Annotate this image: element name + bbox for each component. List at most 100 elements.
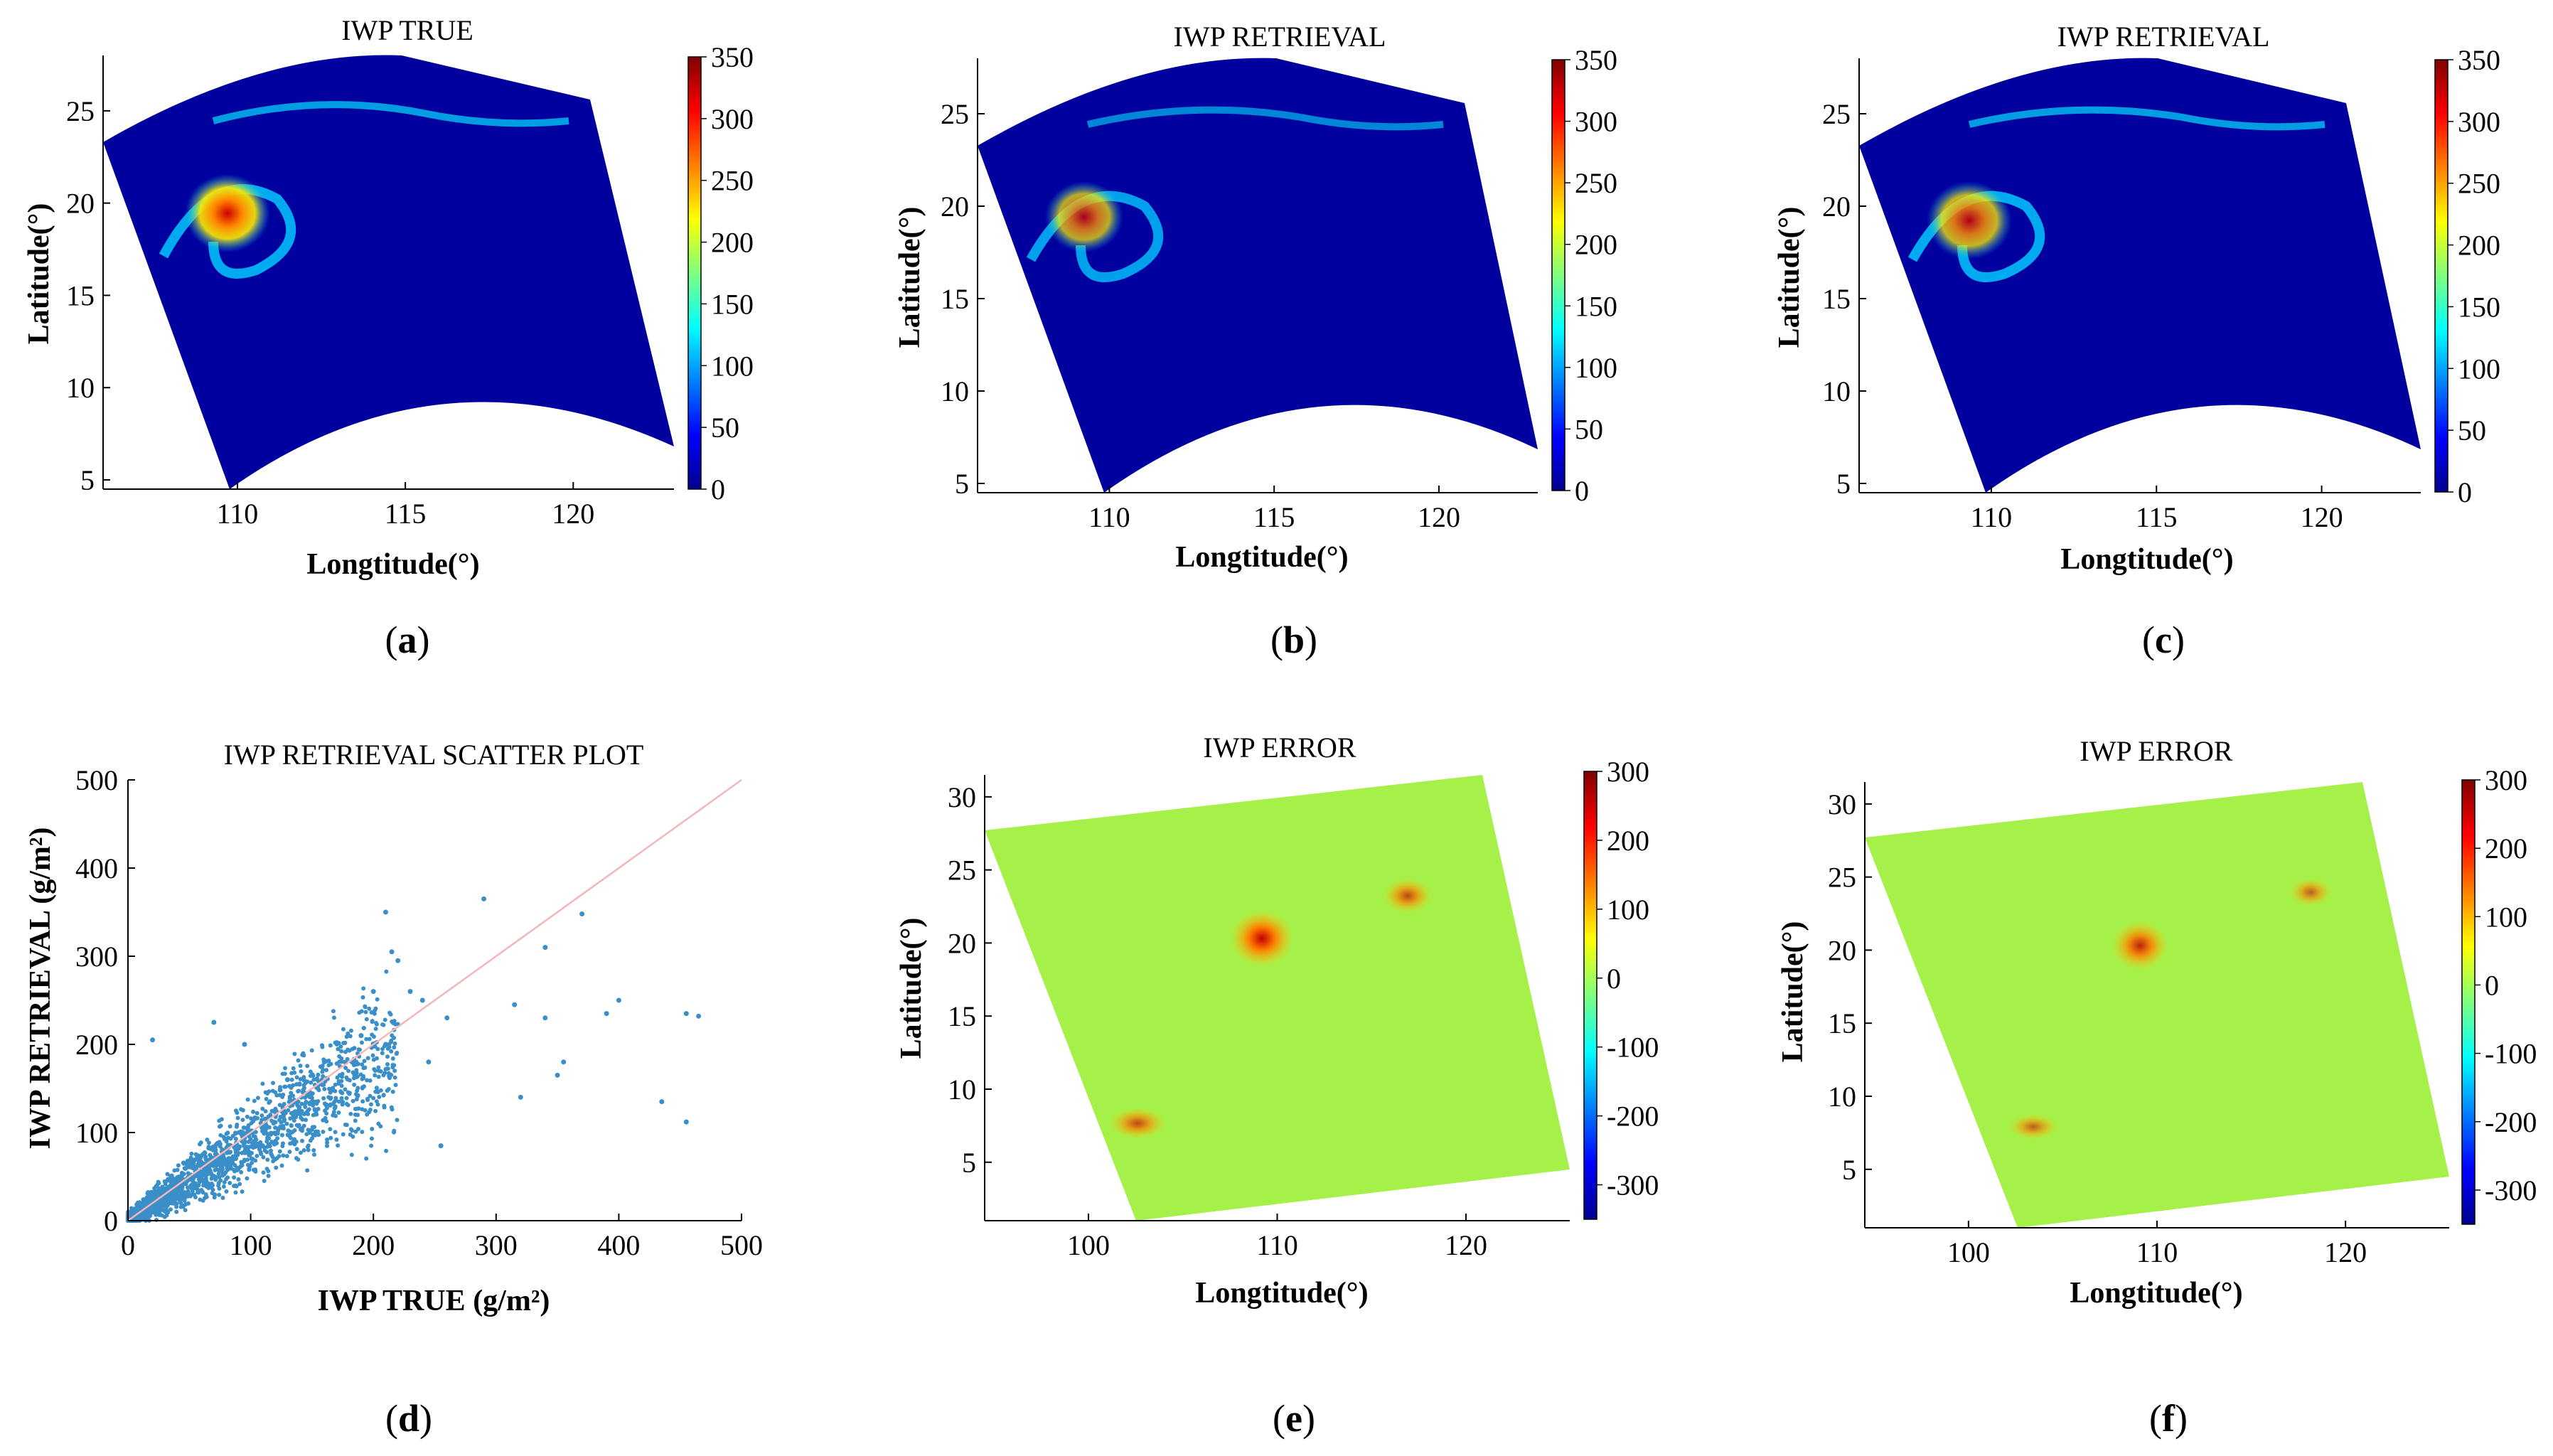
- scatter-point: [250, 1160, 255, 1165]
- panel-d-ytick-label: 300: [75, 941, 118, 973]
- panel-e-title: IWP ERROR: [1203, 732, 1356, 764]
- panel-e-ytick-label: 5: [962, 1147, 976, 1179]
- scatter-point: [579, 911, 585, 916]
- scatter-point: [242, 1042, 247, 1047]
- scatter-point: [311, 1074, 316, 1078]
- panel-b-north-band: [1086, 106, 1444, 131]
- scatter-point: [141, 1200, 146, 1205]
- scatter-point: [363, 1004, 368, 1009]
- scatter-point: [156, 1192, 161, 1197]
- scatter-point: [387, 1074, 392, 1078]
- panel-c-ylabel: Latitude(°): [1773, 207, 1806, 348]
- scatter-point: [205, 1138, 210, 1142]
- scatter-point: [659, 1099, 665, 1105]
- scatter-point: [354, 1097, 359, 1102]
- panel-f-axes: 100 110 120 5 10 15 20 25 30: [1828, 782, 2449, 1268]
- scatter-point: [346, 1047, 350, 1052]
- scatter-point: [555, 1072, 560, 1078]
- scatter-point: [339, 1083, 344, 1088]
- scatter-point: [219, 1117, 224, 1122]
- scatter-point: [215, 1160, 220, 1165]
- panel-e-ytick-label: 20: [948, 927, 976, 959]
- scatter-point: [183, 1208, 188, 1213]
- scatter-point: [298, 1127, 303, 1132]
- scatter-point: [331, 1015, 336, 1020]
- scatter-point: [168, 1207, 173, 1212]
- scatter-point: [235, 1150, 240, 1155]
- scatter-point: [306, 1112, 311, 1117]
- scatter-point: [183, 1166, 188, 1171]
- scatter-point: [289, 1077, 294, 1082]
- scatter-point: [312, 1152, 317, 1157]
- scatter-point: [204, 1184, 209, 1189]
- scatter-point: [376, 1065, 381, 1070]
- panel-f-map: [1865, 782, 2449, 1228]
- scatter-point: [390, 1033, 395, 1038]
- scatter-point: [343, 1122, 348, 1127]
- scatter-point: [200, 1152, 205, 1157]
- panel-b-axes: 110 115 120 5 10 15 20 25: [941, 58, 1538, 533]
- scatter-point: [438, 1143, 444, 1149]
- panel-e-xtick-label: 120: [1445, 1229, 1487, 1261]
- scatter-point: [195, 1155, 200, 1160]
- scatter-point: [221, 1184, 226, 1189]
- scatter-point: [352, 1059, 357, 1064]
- scatter-point: [376, 1121, 381, 1126]
- panel-d-ytick-label: 400: [75, 852, 118, 884]
- scatter-point: [373, 1068, 378, 1073]
- scatter-point: [251, 1133, 256, 1138]
- panel-f-xlabel: Longtitude(°): [2070, 1277, 2242, 1310]
- scatter-point: [220, 1171, 225, 1176]
- panel-a: IWP TRUE 0 50 100 150 200 250 300 350 110 115 120…: [23, 14, 754, 661]
- scatter-point: [375, 997, 380, 1002]
- panel-b-xtick-label: 120: [1418, 501, 1460, 533]
- scatter-point: [233, 1190, 238, 1195]
- scatter-point: [176, 1163, 181, 1168]
- scatter-point: [370, 1053, 375, 1058]
- scatter-point: [542, 945, 548, 951]
- scatter-point: [350, 1098, 355, 1103]
- scatter-point: [250, 1157, 255, 1162]
- scatter-point: [253, 1130, 258, 1135]
- scatter-point: [393, 1083, 398, 1088]
- scatter-point: [380, 1046, 385, 1051]
- scatter-point: [269, 1108, 274, 1113]
- scatter-point: [225, 1166, 230, 1171]
- scatter-point: [259, 1113, 264, 1118]
- scatter-point: [203, 1196, 208, 1201]
- panel-b-xlabel: Longtitude(°): [1175, 541, 1348, 574]
- scatter-point: [159, 1202, 164, 1207]
- scatter-point: [392, 1075, 397, 1080]
- panel-b-ytick-label: 20: [941, 191, 969, 223]
- scatter-point: [328, 1096, 333, 1101]
- scatter-point: [269, 1151, 274, 1156]
- scatter-point: [355, 1093, 360, 1098]
- panel-b-xtick-label: 115: [1253, 501, 1295, 533]
- scatter-point: [239, 1169, 244, 1174]
- scatter-point: [292, 1051, 297, 1056]
- panel-f-title: IWP ERROR: [2080, 735, 2233, 767]
- panel-f-xtick-label: 120: [2324, 1236, 2367, 1268]
- scatter-point: [281, 1153, 286, 1158]
- scatter-point: [370, 1126, 375, 1131]
- scatter-point: [145, 1200, 150, 1205]
- scatter-point: [316, 1106, 321, 1111]
- scatter-point: [211, 1164, 216, 1169]
- scatter-point: [291, 1083, 296, 1088]
- scatter-point: [179, 1173, 184, 1178]
- scatter-point: [174, 1204, 179, 1209]
- scatter-point: [247, 1164, 252, 1169]
- scatter-point: [392, 1069, 397, 1074]
- scatter-point: [245, 1157, 250, 1162]
- panel-f-caption: (f): [2149, 1397, 2188, 1440]
- scatter-point: [183, 1180, 188, 1185]
- panel-a-ytick-label: 15: [66, 279, 95, 311]
- scatter-point: [228, 1180, 232, 1185]
- scatter-point: [225, 1158, 230, 1163]
- scatter-point: [362, 1059, 367, 1064]
- panel-c-colorbar-tick-label: 100: [2458, 353, 2500, 385]
- scatter-point: [350, 1128, 355, 1133]
- panel-b-colorbar-tick-label: 250: [1575, 167, 1617, 199]
- scatter-point: [512, 1002, 518, 1007]
